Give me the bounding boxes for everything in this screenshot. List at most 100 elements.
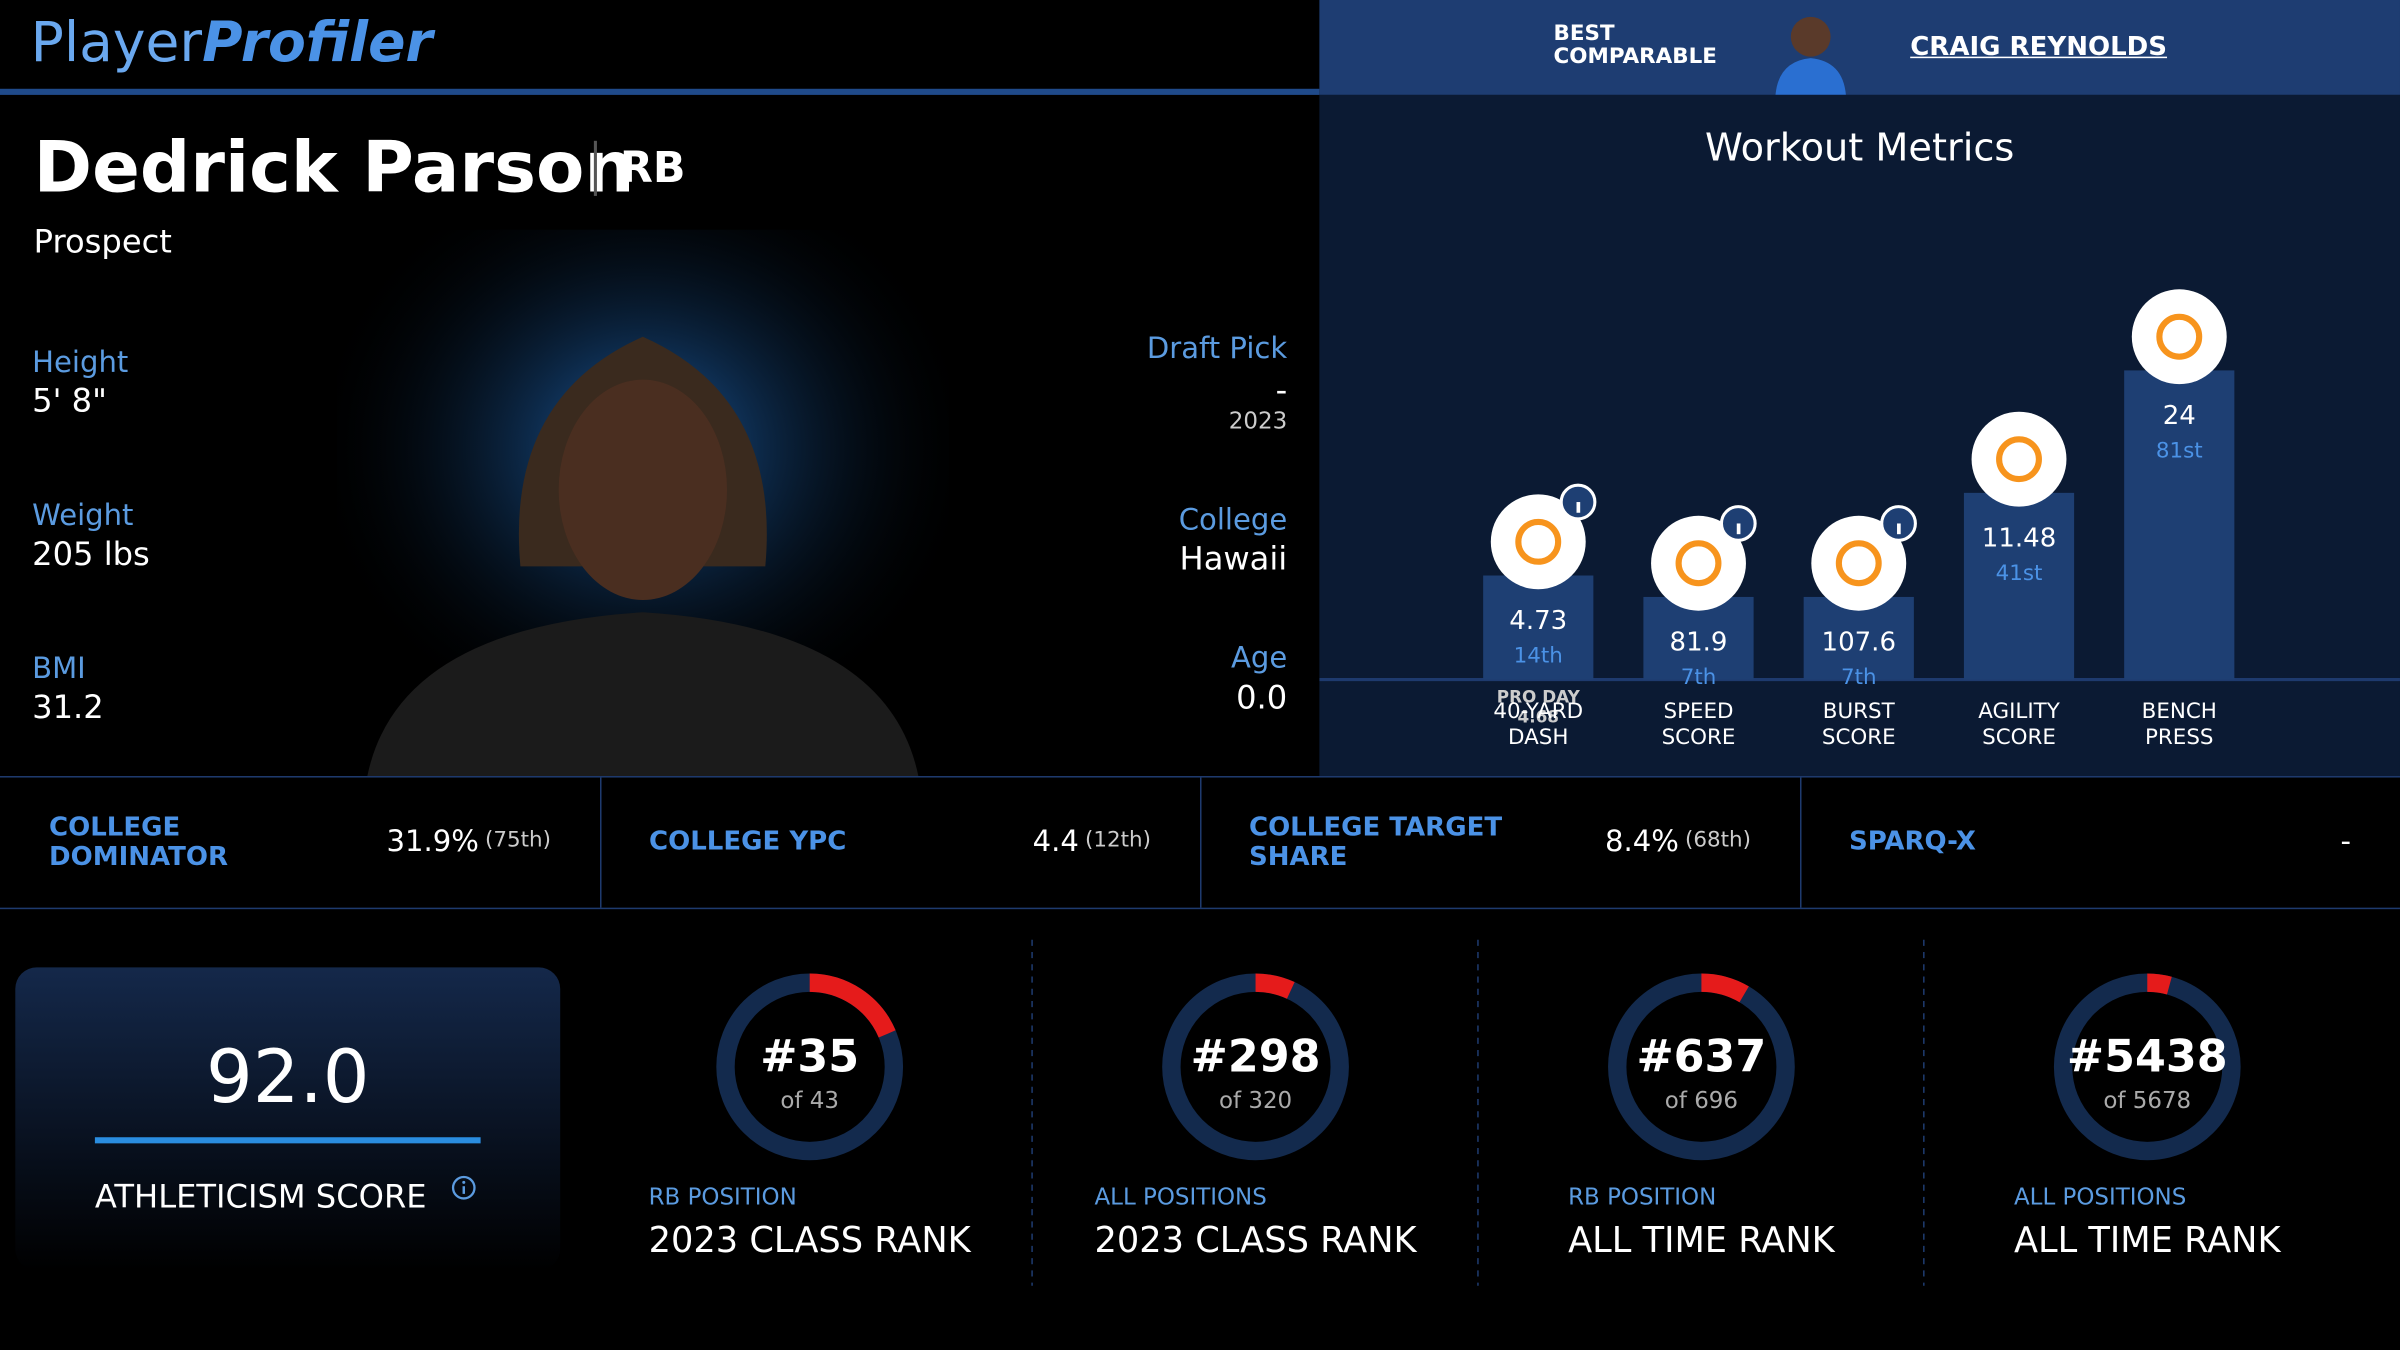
- score-bar: [94, 1137, 481, 1144]
- metric-label: BENCH: [2142, 699, 2217, 724]
- stat-label: COLLEGE DOMINATOR: [48, 811, 229, 872]
- info-badge[interactable]: [1719, 505, 1757, 542]
- metric-value: 81.9: [1670, 628, 1728, 658]
- field-label: Height: [32, 345, 129, 380]
- stat-label: COLLEGE YPC: [648, 826, 847, 858]
- metric-value: 11.48: [1982, 523, 2056, 553]
- stat-value-group: 31.9% (75th): [387, 825, 551, 859]
- metric-label: SCORE: [1822, 725, 1896, 750]
- score-card: [15, 967, 561, 1271]
- player-photo: [336, 229, 949, 777]
- metric-percentile: 14th: [1514, 644, 1563, 669]
- rank-scope: ALL POSITIONS: [1094, 1185, 1266, 1211]
- draft-year: 2023: [1228, 407, 1288, 435]
- player-position: RB: [619, 142, 686, 193]
- metric-bar: [1483, 575, 1594, 680]
- rank-value: #637: [1637, 1031, 1767, 1082]
- score-label: ATHLETICISM SCORE: [94, 1178, 427, 1216]
- rank-panel: #35 of 43 2023 CLASS RANK RB POSITION #298 of…: [649, 939, 2282, 1286]
- field-value: 5' 8": [32, 382, 107, 420]
- comparable-label-line: BEST: [1553, 21, 1615, 46]
- stat-value-group: -: [2341, 825, 2351, 859]
- stat-value: 4.4: [1032, 824, 1079, 859]
- metric-label: SCORE: [1662, 725, 1736, 750]
- field-value: 31.2: [32, 688, 104, 726]
- metric-percentile: 41st: [1996, 561, 2043, 586]
- stat-rank: (68th): [1685, 828, 1752, 853]
- rank-total: of 320: [1219, 1088, 1292, 1114]
- name-divider: [593, 140, 597, 196]
- logo[interactable]: PlayerProfiler: [31, 12, 433, 75]
- stat-value-group: 4.4 (12th): [1033, 825, 1151, 859]
- comparable-label: BEST COMPARABLE: [1553, 21, 1717, 69]
- metric-icon: [1971, 411, 2067, 507]
- stat-value: 31.9%: [386, 824, 479, 859]
- metric-label: DASH: [1508, 725, 1568, 750]
- rank-title: 2023 CLASS RANK: [649, 1220, 972, 1261]
- metric-label: PRESS: [2145, 725, 2213, 750]
- comparable-photo: [1775, 16, 1846, 95]
- rank-title: 2023 CLASS RANK: [1094, 1220, 1417, 1261]
- college-label: College: [1178, 503, 1288, 538]
- field-value: 205 lbs: [32, 535, 150, 573]
- metric-icon-glyph: [1675, 540, 1722, 587]
- metric-icon-glyph: [1515, 518, 1562, 565]
- metric-icon: [1811, 515, 1907, 611]
- metric-icon: [2131, 289, 2227, 385]
- logo-profiler: Profiler: [202, 12, 433, 75]
- info-badge-glyph: [1576, 502, 1581, 513]
- metric-percentile: 81st: [2156, 439, 2203, 464]
- stat-value-group: 8.4% (68th): [1605, 825, 1751, 859]
- metric-bar: [1643, 596, 1754, 680]
- metric-note: PRO DAY: [1497, 687, 1581, 707]
- rank-arc: [1255, 973, 1295, 999]
- info-icon[interactable]: [451, 1175, 476, 1200]
- stat-label: COLLEGE TARGET SHARE: [1248, 811, 1503, 872]
- metric-percentile: 7th: [1681, 665, 1717, 690]
- header-left: [0, 0, 1320, 89]
- rank-arc: [2146, 973, 2172, 995]
- comparable-bar: [1319, 0, 2400, 95]
- draft-label: Draft Pick: [1146, 332, 1288, 366]
- stats-row: COLLEGE DOMINATOR 31.9% (75th) COLLEGE YPC 4…: [0, 776, 2400, 910]
- rank-scope: ALL POSITIONS: [2014, 1185, 2186, 1211]
- stat-rank: (12th): [1085, 828, 1152, 853]
- rank-value: #298: [1191, 1031, 1321, 1082]
- logo-player: Player: [30, 12, 203, 75]
- metric-value: 4.73: [1509, 606, 1567, 636]
- rank-scope: RB POSITION: [649, 1185, 797, 1211]
- metric-icon-glyph: [1996, 436, 2042, 483]
- stat-divider: [599, 777, 602, 908]
- player-status: Prospect: [33, 223, 172, 261]
- college-value: Hawaii: [1179, 540, 1288, 578]
- rank-arc: [1701, 973, 1749, 1003]
- metric-label: SCORE: [1982, 725, 2056, 750]
- stat-rank: (75th): [485, 828, 552, 853]
- age-label: Age: [1230, 641, 1288, 675]
- rank-total: of 5678: [2103, 1088, 2191, 1114]
- rank-total: of 696: [1665, 1088, 1738, 1114]
- field-label: BMI: [32, 652, 86, 686]
- info-badge[interactable]: [1880, 505, 1917, 542]
- metric-icon: [1651, 515, 1746, 611]
- age-value: 0.0: [1236, 679, 1288, 717]
- metric-label: AGILITY: [1978, 699, 2060, 724]
- workout-title: Workout Metrics: [1705, 125, 2015, 170]
- metric-bar: [1963, 492, 2075, 680]
- rank-total: of 43: [780, 1088, 839, 1114]
- metric-icon: [1490, 494, 1586, 590]
- metric-icon-glyph: [1835, 540, 1882, 587]
- rank-arc: [809, 973, 896, 1038]
- draft-value: -: [1275, 371, 1288, 409]
- info-badge[interactable]: [1559, 483, 1597, 521]
- rank-value: #35: [760, 1031, 859, 1082]
- comparable-name[interactable]: CRAIG REYNOLDS: [1910, 32, 2168, 63]
- rank-title: ALL TIME RANK: [1568, 1220, 1836, 1261]
- metric-bar: [2124, 370, 2235, 680]
- metric-value: 107.6: [1822, 628, 1896, 658]
- stat-value: 8.4%: [1605, 824, 1679, 859]
- metric-label: 40-YARD: [1493, 699, 1583, 724]
